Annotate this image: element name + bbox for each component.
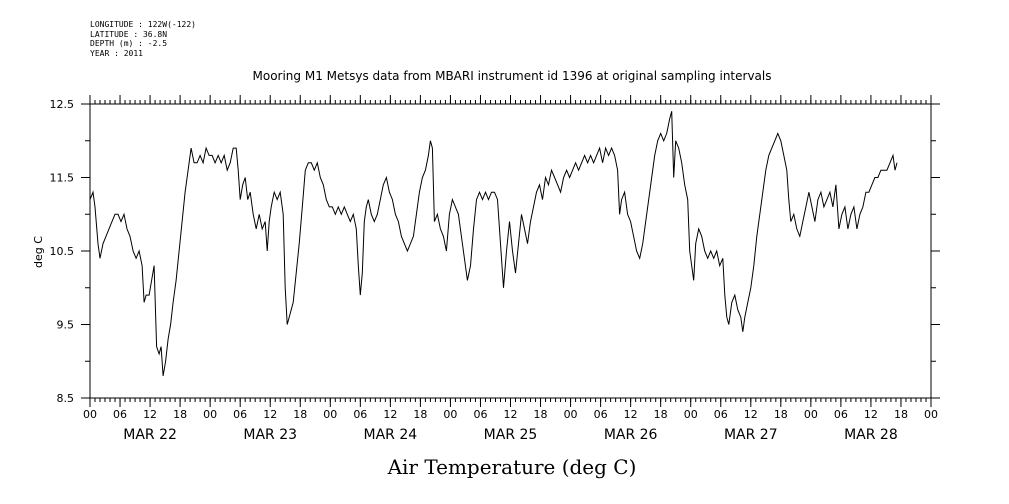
minor-tick-group [85,100,936,402]
day-label: MAR 25 [484,427,538,443]
y-tick-label: 8.5 [57,392,75,405]
x-tick-labels: 00 06 12 18 00 06 12 18 00 06 12 18 00 06 12 18 00 06 12 18… [83,408,938,421]
metadata-block: LONGITUDE : 122W(-122) LATITUDE : 36.8N … [90,20,196,58]
day-label: MAR 23 [243,427,297,443]
x-tick-label: 06 [714,408,728,421]
x-tick-label: 12 [744,408,758,421]
x-tick-label: 00 [83,408,97,421]
x-tick-label: 18 [413,408,427,421]
x-tick-label: 12 [624,408,638,421]
depth-label: DEPTH (m) : -2.5 [90,39,168,48]
x-tick-label: 12 [143,408,157,421]
major-tick-group [81,95,940,407]
x-tick-label: 00 [564,408,578,421]
longitude-label: LONGITUDE : 122W(-122) [90,20,196,29]
x-tick-label: 18 [894,408,908,421]
x-tick-label: 06 [353,408,367,421]
y-tick-label: 11.5 [50,172,75,185]
day-labels: MAR 22 MAR 23 MAR 24 MAR 25 MAR 26 MAR 27 MAR … [123,427,898,443]
x-tick-label: 12 [383,408,397,421]
y-tick-label: 10.5 [50,245,75,258]
x-tick-label: 18 [774,408,788,421]
day-label: MAR 28 [844,427,898,443]
x-tick-label: 12 [864,408,878,421]
x-tick-label: 18 [173,408,187,421]
x-tick-label: 06 [594,408,608,421]
x-tick-label: 00 [684,408,698,421]
x-tick-label: 06 [834,408,848,421]
day-label: MAR 27 [724,427,778,443]
x-tick-label: 18 [293,408,307,421]
year-label: YEAR : 2011 [90,48,143,58]
day-label: MAR 22 [123,427,177,443]
x-tick-label: 06 [233,408,247,421]
y-tick-label: 9.5 [57,319,75,332]
chart-title: Mooring M1 Metsys data from MBARI instru… [253,69,772,83]
x-tick-label: 12 [504,408,518,421]
x-tick-label: 00 [443,408,457,421]
y-tick-label: 12.5 [50,98,75,111]
x-tick-label: 18 [534,408,548,421]
latitude-label: LATITUDE : 36.8N [90,29,168,39]
x-tick-label: 00 [924,408,938,421]
x-tick-label: 00 [203,408,217,421]
x-tick-label: 00 [804,408,818,421]
y-tick-labels: 8.5 9.5 10.5 11.5 12.5 [50,98,75,405]
y-axis-label: deg C [32,236,45,268]
x-tick-label: 12 [263,408,277,421]
plot-frame [89,103,932,399]
day-label: MAR 26 [604,427,658,443]
x-axis-label: Air Temperature (deg C) [387,455,637,479]
day-label: MAR 24 [364,427,418,443]
x-tick-label: 06 [113,408,127,421]
x-tick-label: 06 [473,408,487,421]
series-line [89,111,898,376]
x-tick-label: 18 [654,408,668,421]
x-tick-label: 00 [323,408,337,421]
